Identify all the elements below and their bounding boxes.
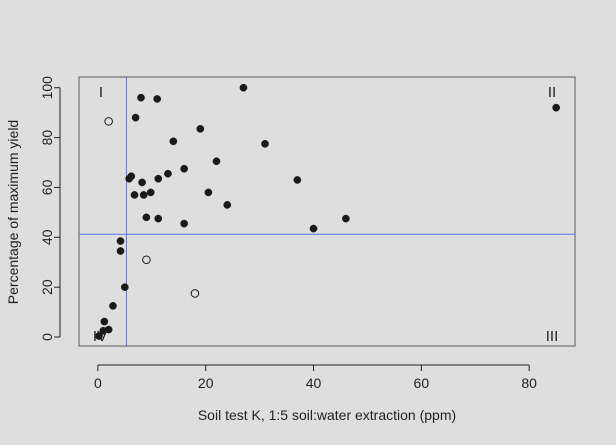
data-point-filled [116,237,125,245]
data-point-filled [154,174,163,183]
data-point-filled [180,164,188,173]
data-point-filled [127,172,136,181]
data-point-filled [139,191,148,199]
x-tick-label: 20 [198,375,214,391]
data-point-filled [153,95,162,103]
quadrant-label-iv: IV [93,328,107,345]
x-tick-label: 40 [306,375,322,391]
data-point-open [190,289,200,298]
data-point-filled [137,93,145,102]
x-tick-label: 0 [94,375,102,391]
data-point-filled [223,201,232,209]
quadrant-label-iii: III [546,328,559,345]
x-tick-label: 80 [521,375,537,391]
y-tick-label: 20 [39,279,55,295]
data-point-filled [146,188,155,197]
data-point-filled [212,157,221,166]
x-tick-label: 60 [414,375,430,391]
data-point-filled [239,83,248,92]
y-tick-label: 80 [39,130,55,146]
data-point-filled [154,214,163,223]
plot-area [78,76,576,347]
data-point-filled [131,113,140,122]
data-point-filled [138,178,146,187]
data-point-filled [293,176,302,184]
y-axis: 0 20 40 60 80 100 [39,76,61,341]
data-point-open [104,117,113,126]
y-tick-label: 0 [39,333,55,341]
data-point-filled [180,219,188,228]
y-tick-label: 40 [39,229,55,245]
data-point-filled [309,224,318,233]
data-point-filled [196,125,205,133]
reference-lines [79,77,575,346]
data-point-filled [164,169,172,178]
x-axis-label: Soil test K, 1:5 soil:water extraction (… [198,407,456,423]
data-points [95,83,560,340]
data-point-filled [116,247,125,255]
y-tick-label: 100 [39,76,55,100]
quadrant-label-ii: II [548,84,556,101]
data-point-filled [100,317,109,326]
data-point-filled [109,302,117,310]
y-tick-label: 60 [39,179,55,195]
data-point-filled [95,332,103,340]
data-point-filled [204,188,213,197]
y-axis-label: Percentage of maximum yield [5,120,21,304]
data-point-filled [261,139,269,148]
data-point-filled [130,191,139,199]
data-point-open [142,255,151,265]
data-point-filled [142,213,151,222]
data-point-filled [342,214,350,223]
data-point-filled [104,325,113,334]
data-point-filled [169,137,178,146]
data-point-filled [120,283,129,292]
x-axis: 0 20 40 60 80 [94,364,537,391]
plot-border [78,76,576,347]
quadrant-label-i: I [99,84,103,101]
data-point-filled [552,103,560,112]
